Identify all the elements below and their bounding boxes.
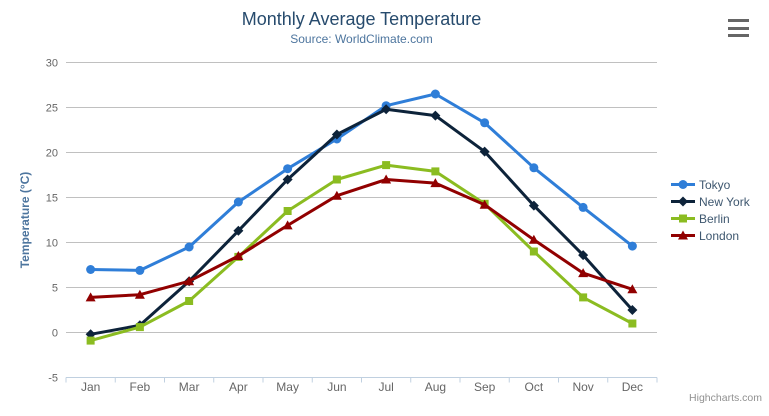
legend-symbol-berlin — [679, 214, 687, 223]
y-axis-tick-label: 20 — [46, 148, 58, 160]
legend-item-new-york[interactable]: New York — [671, 193, 750, 210]
legend-marker-triangle-icon — [671, 230, 695, 240]
data-point-berlin[interactable] — [579, 293, 588, 302]
y-axis-tick-label: 0 — [52, 328, 58, 340]
data-point-tokyo[interactable] — [627, 241, 637, 251]
legend-item-berlin[interactable]: Berlin — [671, 210, 750, 227]
legend-marker-diamond-icon — [671, 196, 695, 207]
series-line-berlin — [89, 163, 634, 343]
chart-title: Monthly Average Temperature — [241, 9, 482, 29]
data-point-berlin[interactable] — [283, 207, 292, 215]
data-point-new-york[interactable] — [282, 174, 293, 185]
series-line-new-york — [89, 107, 634, 336]
data-point-london[interactable] — [134, 289, 145, 299]
series-group — [85, 89, 638, 345]
data-point-tokyo[interactable] — [86, 265, 96, 274]
data-point-london[interactable] — [578, 268, 589, 278]
data-point-new-york[interactable] — [430, 110, 441, 121]
data-point-berlin[interactable] — [185, 297, 194, 305]
y-axis-tick-label: 5 — [52, 283, 58, 295]
data-point-tokyo[interactable] — [135, 265, 145, 275]
data-point-london[interactable] — [627, 284, 638, 294]
data-point-new-york[interactable] — [627, 305, 638, 315]
x-axis-tick-label: Apr — [229, 380, 248, 394]
data-point-new-york[interactable] — [233, 225, 244, 236]
hamburger-bar — [728, 34, 749, 37]
legend: Tokyo New York Berlin London — [671, 176, 750, 244]
data-point-berlin[interactable] — [86, 336, 95, 345]
x-axis-tick-label: Jul — [378, 380, 393, 394]
data-point-london[interactable] — [184, 276, 195, 286]
axes: -5 0 5 10 15 20 25 30 Jan Feb Mar Apr May Jun Jul Aug Se… — [46, 58, 658, 394]
x-axis-tick-label: Jan — [81, 380, 100, 394]
legend-item-london[interactable]: London — [671, 227, 750, 244]
y-axis-tick-label: 30 — [46, 58, 58, 70]
data-point-london[interactable] — [85, 292, 96, 302]
y-axis-tick-label: 25 — [46, 103, 58, 115]
data-point-berlin[interactable] — [135, 323, 144, 332]
data-point-london[interactable] — [331, 190, 342, 200]
data-point-tokyo[interactable] — [430, 89, 440, 99]
data-point-berlin[interactable] — [628, 319, 637, 328]
data-point-new-york[interactable] — [528, 200, 539, 211]
y-axis-tick-label: -5 — [48, 373, 58, 385]
data-point-berlin[interactable] — [382, 161, 391, 170]
legend-label: Berlin — [699, 211, 730, 226]
data-point-new-york[interactable] — [578, 250, 589, 261]
chart-subtitle: Source: WorldClimate.com — [290, 32, 433, 46]
legend-label: Tokyo — [699, 177, 731, 192]
data-point-tokyo[interactable] — [184, 242, 194, 252]
data-point-tokyo[interactable] — [529, 163, 539, 173]
data-point-tokyo[interactable] — [578, 202, 588, 212]
legend-marker-circle-icon — [671, 180, 695, 189]
credits-link[interactable]: Highcharts.com — [689, 392, 762, 404]
legend-label: New York — [699, 194, 750, 209]
data-point-berlin[interactable] — [529, 247, 538, 256]
data-point-london[interactable] — [479, 199, 490, 209]
legend-symbol-london — [678, 230, 688, 240]
data-point-tokyo[interactable] — [480, 118, 490, 128]
legend-item-tokyo[interactable]: Tokyo — [671, 176, 750, 193]
x-axis-tick-label: Oct — [525, 380, 544, 394]
hamburger-bar — [728, 19, 749, 22]
y-axis-tick-label: 10 — [46, 238, 58, 250]
data-point-new-york[interactable] — [381, 104, 392, 115]
legend-marker-square-icon — [671, 214, 695, 223]
x-axis-tick-label: Jun — [327, 380, 346, 394]
hamburger-bar — [728, 26, 749, 30]
x-axis-tick-label: Aug — [425, 380, 446, 394]
data-point-tokyo[interactable] — [233, 197, 243, 207]
hamburger-icon[interactable] — [728, 19, 752, 37]
data-point-london[interactable] — [282, 220, 293, 230]
x-axis-tick-label: May — [276, 380, 299, 394]
data-point-berlin[interactable] — [332, 175, 341, 184]
series-line-london — [89, 178, 634, 299]
x-axis-tick-label: Dec — [622, 380, 643, 394]
data-point-london[interactable] — [381, 174, 392, 184]
y-axis-title: Temperature (°C) — [18, 172, 32, 269]
data-point-tokyo[interactable] — [283, 164, 293, 174]
y-axis-tick-label: 15 — [46, 193, 58, 205]
legend-label: London — [699, 228, 740, 243]
x-axis-tick-label: Sep — [474, 380, 496, 394]
legend-symbol-new-york — [678, 196, 688, 207]
data-point-berlin[interactable] — [431, 167, 440, 176]
x-axis-tick-label: Mar — [179, 380, 200, 394]
data-point-london[interactable] — [233, 251, 244, 260]
data-point-london[interactable] — [430, 178, 441, 188]
x-axis-tick-label: Feb — [130, 380, 151, 394]
data-point-london[interactable] — [528, 234, 539, 244]
data-point-new-york[interactable] — [331, 129, 342, 140]
x-axis-tick-label: Nov — [572, 380, 593, 394]
legend-symbol-tokyo — [678, 180, 688, 189]
data-point-new-york[interactable] — [479, 146, 490, 157]
